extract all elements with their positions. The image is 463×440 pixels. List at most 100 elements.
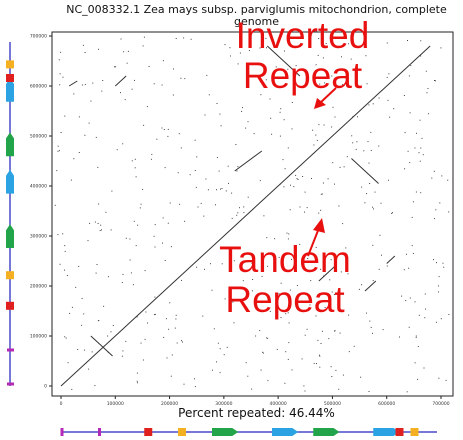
noise-dot (110, 229, 112, 231)
noise-dot (137, 224, 139, 226)
noise-dot (343, 36, 345, 38)
noise-dot (178, 133, 180, 135)
noise-dot (241, 110, 243, 112)
feature-box (6, 271, 14, 280)
noise-dot (320, 268, 322, 270)
noise-dot (403, 95, 405, 96)
noise-dot (307, 258, 309, 259)
noise-dot (59, 263, 61, 265)
noise-dot (322, 182, 324, 184)
x-tick-label: 700000 (432, 401, 449, 407)
feature-box (395, 428, 404, 436)
noise-dot (419, 119, 421, 121)
noise-dot (304, 191, 306, 193)
noise-dot (153, 235, 155, 237)
noise-dot (282, 159, 284, 161)
noise-dot (334, 116, 336, 118)
inverted-repeat-annotation: Inverted Repeat (215, 16, 390, 96)
noise-dot (420, 192, 422, 194)
noise-dot (267, 380, 269, 382)
noise-dot (269, 98, 271, 100)
noise-dot (183, 37, 185, 39)
noise-dot (343, 166, 345, 168)
noise-dot (328, 338, 330, 340)
noise-dot (94, 221, 96, 223)
noise-dot (156, 138, 158, 140)
noise-dot (81, 298, 83, 299)
noise-dot (276, 348, 278, 350)
noise-dot (291, 258, 292, 260)
noise-dot (153, 314, 155, 316)
noise-dot (202, 315, 204, 317)
noise-dot (215, 204, 216, 206)
noise-dot (417, 378, 419, 380)
noise-dot (443, 266, 445, 268)
feature-box (6, 301, 14, 310)
noise-dot (338, 205, 340, 207)
noise-dot (373, 208, 374, 210)
noise-dot (133, 220, 135, 222)
tandem-repeat-segment (114, 75, 127, 87)
noise-dot (194, 139, 196, 141)
noise-dot (239, 246, 240, 248)
noise-dot (295, 65, 297, 67)
noise-dot (111, 190, 113, 192)
x-tick-label: 300000 (215, 401, 232, 407)
noise-dot (182, 341, 183, 343)
noise-dot (67, 362, 69, 364)
noise-dot (130, 272, 132, 274)
noise-dot (408, 75, 410, 77)
noise-dot (62, 233, 64, 235)
noise-dot (251, 262, 253, 264)
noise-dot (162, 242, 163, 244)
noise-dot (368, 391, 370, 392)
noise-dot (81, 324, 83, 326)
noise-dot (409, 162, 411, 164)
noise-dot (143, 36, 145, 38)
noise-dot (370, 131, 372, 133)
noise-dot (382, 329, 384, 331)
noise-dot (287, 68, 289, 70)
noise-dot (317, 54, 319, 56)
noise-dot (439, 202, 441, 204)
noise-dot (312, 129, 314, 131)
noise-dot (224, 298, 226, 300)
noise-dot (243, 212, 245, 214)
noise-dot (378, 145, 380, 147)
y-tick-label: 200000 (30, 284, 47, 290)
noise-dot (247, 375, 249, 377)
noise-dot (289, 289, 291, 291)
noise-dot (115, 66, 117, 68)
noise-dot (60, 132, 62, 133)
noise-dot (102, 80, 104, 81)
noise-dot (161, 127, 163, 129)
noise-dot (404, 132, 406, 134)
noise-dot (331, 126, 333, 128)
noise-dot (189, 174, 191, 176)
noise-dot (54, 204, 56, 206)
noise-dot (333, 294, 335, 295)
noise-dot (177, 172, 179, 174)
noise-dot (278, 256, 280, 258)
noise-dot (162, 60, 164, 62)
noise-dot (288, 342, 290, 344)
noise-dot (162, 217, 164, 219)
noise-dot (418, 152, 420, 154)
noise-dot (387, 99, 389, 101)
noise-dot (319, 83, 321, 85)
noise-dot (301, 358, 303, 360)
noise-dot (77, 349, 79, 350)
noise-dot (64, 250, 66, 252)
noise-dot (360, 376, 362, 378)
noise-dot (415, 336, 417, 338)
noise-dot (96, 264, 98, 265)
noise-dot (414, 301, 416, 303)
noise-dot (285, 313, 287, 315)
noise-dot (98, 48, 99, 50)
noise-dot (101, 229, 102, 231)
noise-dot (172, 94, 174, 96)
gene-arrow (272, 428, 299, 436)
noise-dot (97, 166, 99, 168)
noise-dot (372, 244, 374, 246)
noise-dot (125, 237, 127, 239)
